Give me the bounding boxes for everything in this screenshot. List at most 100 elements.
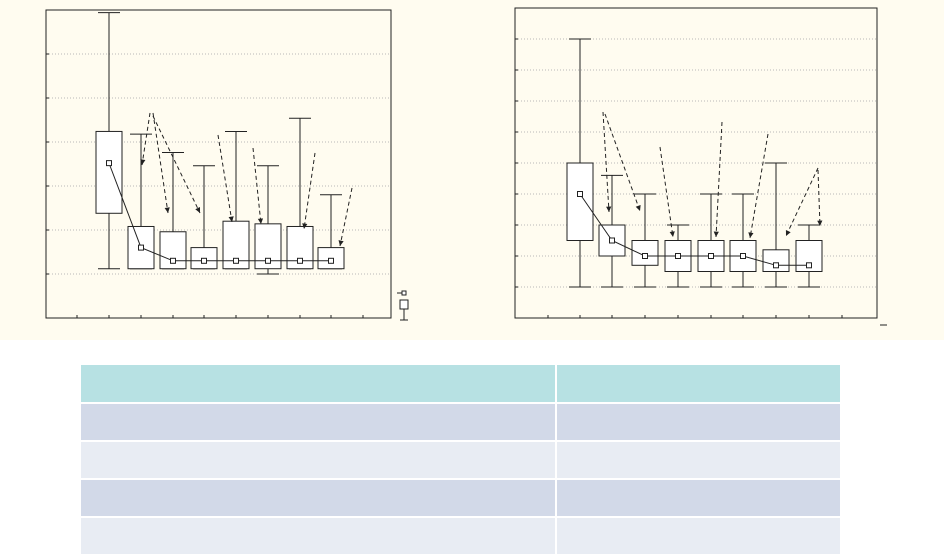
box-5: [697, 193, 725, 288]
box-3: [631, 193, 659, 288]
table-cell: [557, 365, 840, 402]
median-line: [108, 162, 331, 262]
median-marker: [138, 244, 144, 251]
arrow-head: [338, 240, 344, 246]
figure-panel: [0, 0, 944, 340]
annotation-arrow: [817, 169, 823, 227]
arrow-head: [606, 206, 612, 212]
table-row: [81, 518, 840, 554]
table-cell: [81, 404, 557, 440]
box-4: [190, 165, 218, 270]
annotation-arrow: [785, 167, 819, 237]
arrow-head: [195, 207, 200, 213]
box-1: [95, 12, 123, 270]
table-cell: [557, 404, 840, 440]
arrow-head: [164, 207, 170, 213]
box-1: [566, 38, 594, 288]
box-plot-1: [45, 9, 392, 319]
box-3: [159, 152, 187, 270]
annotation-arrow: [152, 115, 201, 214]
table-header-row: [81, 365, 840, 402]
arrow-head: [669, 231, 675, 237]
plot-frame: [45, 9, 392, 319]
iqr-box: [95, 130, 123, 214]
arrow-shaft: [602, 111, 610, 213]
median-marker: [170, 257, 176, 264]
table-cell: [557, 480, 840, 516]
annotation-arrow: [748, 133, 769, 239]
arrow-shaft: [785, 167, 819, 237]
annotation-arrow: [302, 152, 316, 230]
median-marker: [806, 262, 812, 269]
arrow-head: [302, 223, 308, 229]
iqr-box: [631, 240, 659, 266]
table-row: [81, 442, 840, 478]
median-marker: [265, 257, 271, 264]
box-8: [795, 224, 823, 288]
median-marker: [642, 253, 648, 259]
table-cell: [557, 442, 840, 478]
arrow-shaft: [217, 134, 233, 223]
box-7: [286, 117, 314, 270]
legend-table: [81, 363, 840, 556]
arrow-shaft: [817, 169, 821, 227]
iqr-box: [762, 249, 790, 273]
arrow-head: [635, 205, 641, 211]
annotation-arrow: [659, 146, 675, 238]
median-marker: [328, 257, 334, 264]
box-plot-2: [514, 7, 878, 319]
arrow-shaft: [715, 121, 723, 238]
arrow-shaft: [303, 152, 316, 230]
table-cell: [81, 365, 557, 402]
table-cell: [81, 442, 557, 478]
arrow-shaft: [252, 147, 262, 225]
table-cell: [557, 518, 840, 554]
median-marker: [773, 262, 779, 269]
arrow-head: [257, 218, 264, 224]
arrow-shaft: [749, 133, 769, 239]
median-marker: [609, 237, 615, 244]
table-cell: [81, 480, 557, 516]
table-row: [81, 480, 840, 516]
median-line: [579, 193, 809, 266]
median-marker: [201, 257, 207, 264]
arrow-head: [140, 159, 146, 165]
iqr-box: [566, 162, 594, 241]
legend-median-marker: [401, 290, 407, 296]
annotation-arrow: [604, 113, 641, 212]
table-row: [81, 404, 840, 440]
arrow-shaft: [339, 187, 353, 247]
arrow-head: [748, 232, 754, 238]
median-marker: [675, 253, 681, 259]
arrow-head: [785, 230, 791, 236]
annotation-arrow: [602, 111, 612, 213]
legend-box-glyph: [399, 299, 409, 310]
median-marker: [577, 191, 583, 197]
annotation-arrow: [713, 121, 723, 238]
annotation-arrow: [338, 187, 353, 247]
annotation-arrow: [140, 112, 151, 166]
median-marker: [708, 253, 714, 259]
annotation-arrow: [252, 147, 264, 225]
box-7: [762, 162, 790, 288]
annotation-arrow: [152, 112, 170, 214]
arrow-shaft: [152, 115, 201, 214]
arrow-shaft: [659, 146, 674, 238]
box-5: [222, 130, 250, 270]
median-marker: [740, 253, 746, 259]
annotation-arrow: [217, 134, 234, 223]
legend-glyphs: [397, 290, 409, 321]
arrow-shaft: [152, 112, 169, 214]
arrow-head: [817, 220, 823, 226]
median-marker: [106, 160, 112, 167]
arrow-head: [228, 216, 234, 222]
box-plot-figure: [45, 7, 887, 326]
arrow-shaft: [141, 112, 151, 166]
median-marker: [233, 257, 239, 264]
arrow-shaft: [604, 113, 641, 212]
arrow-head: [713, 231, 719, 237]
box-2: [598, 174, 626, 288]
table-cell: [81, 518, 557, 554]
box-8: [317, 194, 345, 270]
median-marker: [297, 257, 303, 264]
